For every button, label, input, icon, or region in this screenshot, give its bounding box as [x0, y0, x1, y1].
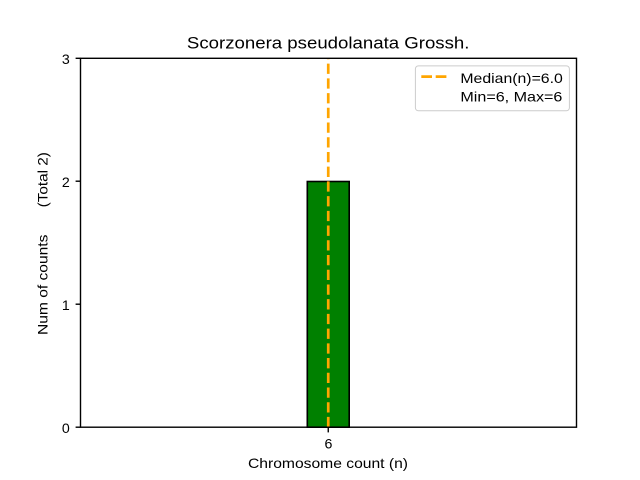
- svg-text:0: 0: [62, 421, 70, 437]
- svg-text:1: 1: [62, 298, 70, 314]
- svg-text:Median(n)=6.0: Median(n)=6.0: [460, 70, 563, 86]
- svg-text:Num of counts: Num of counts: [35, 235, 51, 335]
- svg-text:2: 2: [62, 175, 70, 191]
- svg-text:Scorzonera pseudolanata Grossh: Scorzonera pseudolanata Grossh.: [187, 34, 470, 53]
- svg-text:Chromosome count (n): Chromosome count (n): [248, 455, 408, 471]
- svg-text:3: 3: [62, 52, 70, 68]
- svg-text:Min=6, Max=6: Min=6, Max=6: [460, 89, 562, 105]
- svg-text:6: 6: [324, 437, 332, 453]
- svg-text:(Total 2): (Total 2): [35, 152, 51, 207]
